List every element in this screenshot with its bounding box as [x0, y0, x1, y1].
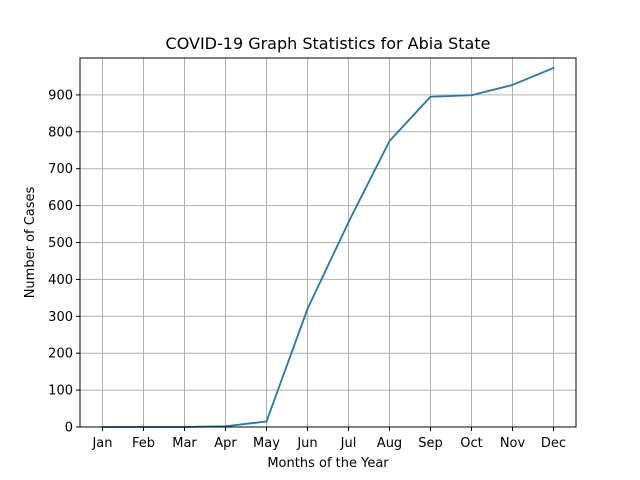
- data-point: [388, 140, 391, 142]
- x-tick-label: Nov: [500, 436, 526, 451]
- x-tick-label: Feb: [132, 436, 155, 451]
- y-tick-label: 600: [48, 199, 73, 214]
- x-tick-label: Jun: [296, 436, 317, 451]
- x-tick-label: Oct: [460, 436, 482, 451]
- x-tick-label: Apr: [214, 436, 237, 451]
- chart-title: COVID-19 Graph Statistics for Abia State: [166, 34, 491, 53]
- x-tick-label: Dec: [541, 436, 566, 451]
- y-tick-label: 100: [48, 384, 73, 399]
- data-point: [265, 420, 268, 423]
- data-point: [347, 221, 350, 224]
- x-axis-label: Months of the Year: [267, 456, 389, 471]
- y-axis-label: Number of Cases: [23, 186, 38, 298]
- series-layer: [101, 67, 555, 428]
- series-line: [101, 67, 555, 428]
- y-tick-label: 0: [65, 421, 73, 436]
- data-point: [470, 94, 473, 97]
- x-axis: Jan Feb Mar Apr May Jun Jul Aug Sep Oct Nov Dec: [91, 427, 566, 451]
- y-tick-label: 400: [48, 273, 73, 288]
- data-point: [429, 95, 432, 98]
- y-tick-label: 800: [48, 125, 73, 140]
- x-tick-label: May: [253, 436, 280, 451]
- y-axis: 0 100 200 300 400 500 600 700 800 900: [48, 88, 80, 436]
- x-tick-label: Jan: [91, 436, 112, 451]
- x-tick-label: Sep: [418, 436, 443, 451]
- data-point: [306, 308, 309, 310]
- data-point: [552, 67, 555, 69]
- x-tick-label: Aug: [377, 436, 402, 451]
- grid: [80, 58, 576, 428]
- x-tick-label: Mar: [172, 436, 197, 451]
- data-point: [511, 84, 514, 86]
- x-tick-label: Jul: [340, 436, 357, 451]
- y-tick-label: 200: [48, 347, 73, 362]
- y-tick-label: 500: [48, 236, 73, 251]
- y-tick-label: 700: [48, 162, 73, 177]
- y-tick-label: 300: [48, 310, 73, 325]
- y-tick-label: 900: [48, 88, 73, 103]
